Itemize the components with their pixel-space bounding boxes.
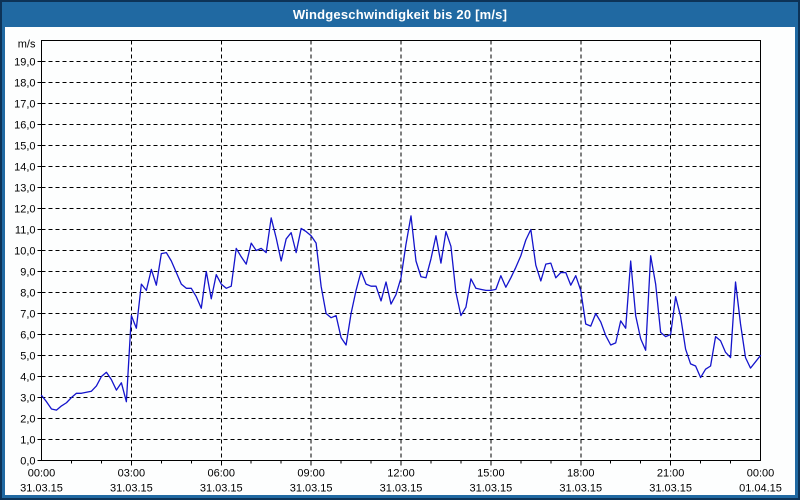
gridlines xyxy=(41,40,761,461)
axis-label: 10,0 xyxy=(14,246,35,258)
axis-label: 6,0 xyxy=(20,330,35,342)
x-tick-time-label: 03:00 xyxy=(118,468,146,480)
chart-area: 0,0 1,0 2,0 3,0 4,0 5,0 6,0 7,0 8,0 9,0 10,0 11,0 12… xyxy=(5,27,795,495)
axis-label: 16,0 xyxy=(14,120,35,132)
x-tick-date-label: 31.03.15 xyxy=(290,483,333,495)
x-tick-date-label: 31.03.15 xyxy=(559,483,602,495)
plot-border xyxy=(41,40,761,461)
wind-speed-series-line xyxy=(40,215,762,411)
axis-label: 8,0 xyxy=(20,288,35,300)
axis-label: 7,0 xyxy=(20,309,35,321)
x-tick-time-label: 15:00 xyxy=(477,468,505,480)
x-tick-time-label: 00:00 xyxy=(747,468,775,480)
axes-and-ticks xyxy=(37,61,732,466)
axis-label: 12,0 xyxy=(14,204,35,216)
chart-title: Windgeschwindigkeit bis 20 [m/s] xyxy=(292,7,508,22)
axis-label: 1,0 xyxy=(20,435,35,447)
x-tick-time-label: 18:00 xyxy=(567,468,595,480)
x-tick-time-label: 09:00 xyxy=(297,468,325,480)
axis-label: 11,0 xyxy=(15,225,36,237)
x-tick-date-label: 31.03.15 xyxy=(200,483,243,495)
axis-label: 3,0 xyxy=(20,393,35,405)
axis-label: 17,0 xyxy=(14,99,35,111)
axis-label: 4,0 xyxy=(20,372,35,384)
x-tick-date-label: 31.03.15 xyxy=(649,483,692,495)
x-tick-date-label: 31.03.15 xyxy=(469,483,512,495)
x-tick-time-label: 21:00 xyxy=(657,468,685,480)
x-tick-date-label: 31.03.15 xyxy=(110,483,153,495)
axis-label: 15,0 xyxy=(14,141,35,153)
axis-label: 9,0 xyxy=(20,267,35,279)
x-tick-time-label: 06:00 xyxy=(207,468,235,480)
y-axis-unit-label: m/s xyxy=(18,39,36,51)
axis-label: 13,0 xyxy=(14,183,35,195)
chart-title-bar: Windgeschwindigkeit bis 20 [m/s] xyxy=(2,2,798,27)
axis-label: 19,0 xyxy=(14,57,35,69)
x-tick-time-label: 12:00 xyxy=(387,468,415,480)
axis-label: 2,0 xyxy=(20,414,35,426)
x-tick-time-label: 00:00 xyxy=(28,468,56,480)
axis-label: 0,0 xyxy=(20,456,35,468)
axis-label: 14,0 xyxy=(14,162,35,174)
x-tick-date-label: 31.03.15 xyxy=(380,483,423,495)
x-tick-date-label: 31.03.15 xyxy=(20,483,63,495)
axis-tick-labels: 0,0 1,0 2,0 3,0 4,0 5,0 6,0 7,0 8,0 9,0 10,0 11,0 12… xyxy=(14,39,782,495)
wind-speed-line-chart: 0,0 1,0 2,0 3,0 4,0 5,0 6,0 7,0 8,0 9,0 10,0 11,0 12… xyxy=(14,39,782,495)
x-tick-date-label: 01.04.15 xyxy=(739,483,782,495)
axis-label: 18,0 xyxy=(14,78,35,90)
axis-label: 5,0 xyxy=(20,351,35,363)
